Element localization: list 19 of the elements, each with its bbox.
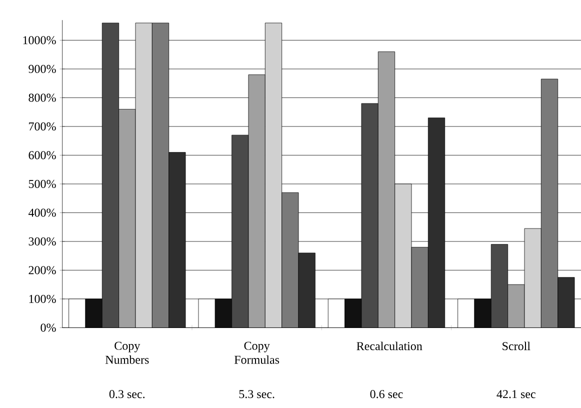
- y-tick-label: 1000%: [23, 36, 56, 44]
- y-tick-label: 800%: [28, 94, 56, 102]
- x-tick-label: Recalculation: [356, 342, 422, 350]
- y-tick-label: 200%: [28, 266, 56, 274]
- y-tick-label: 500%: [28, 180, 56, 188]
- y-tick-label: 300%: [28, 237, 56, 246]
- text: 5.3 sec.: [239, 390, 274, 398]
- y-tick-label: 700%: [29, 122, 56, 130]
- y-tick-label: 400%: [28, 208, 56, 217]
- text: 42.1 sec: [496, 390, 536, 398]
- y-tick-label: 100%: [29, 294, 56, 303]
- x-tick-label: Scroll: [502, 342, 530, 350]
- y-tick-label: 900%: [28, 64, 56, 73]
- x-tick-label: Copy Numbers: [105, 342, 149, 364]
- x-tick-label: Copy Formulas: [234, 342, 280, 364]
- text: 0.6 sec: [370, 390, 403, 398]
- text: 0.3 sec.: [109, 390, 145, 398]
- y-tick-label: 600%: [28, 151, 56, 160]
- y-tick-label: 0%: [40, 324, 56, 332]
